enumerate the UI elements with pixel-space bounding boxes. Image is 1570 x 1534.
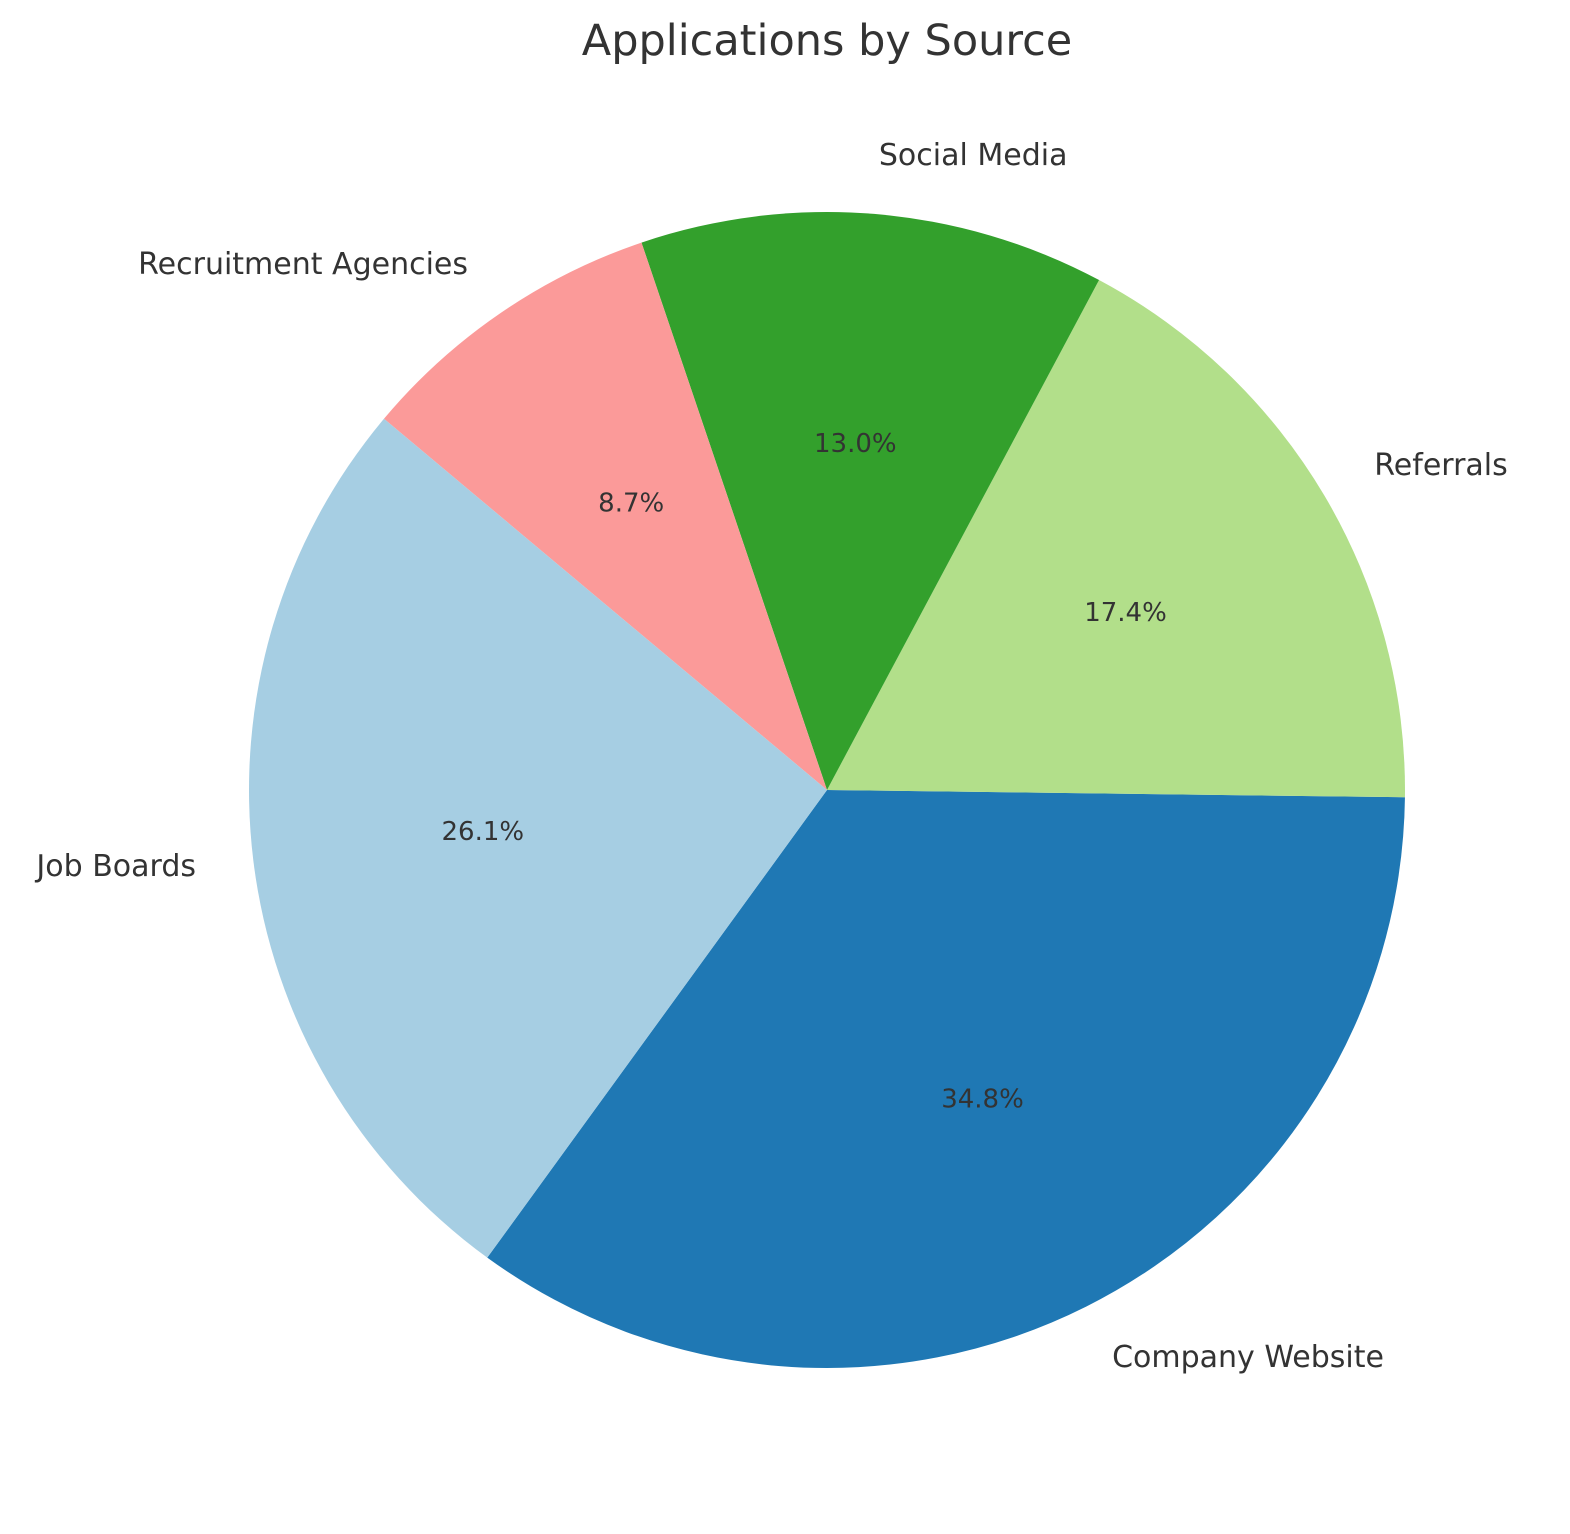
slice-labels: Company Website Referrals Social Media Recr… — [34, 138, 1507, 1375]
pie-slice-job-boards — [249, 418, 828, 1258]
chart-title: Applications by Source — [582, 16, 1072, 66]
slice-label-job-boards: Job Boards — [34, 849, 196, 884]
pie-slice-social-media — [641, 212, 1100, 790]
pie-slice-referrals — [827, 280, 1405, 798]
percent-label-referrals: 17.4% — [1084, 598, 1167, 628]
percent-label-social-media: 13.0% — [814, 429, 897, 459]
slice-label-social-media: Social Media — [879, 138, 1068, 173]
percent-label-job-boards: 26.1% — [441, 817, 524, 847]
slice-label-company-website: Company Website — [1112, 1340, 1384, 1375]
slice-label-referrals: Referrals — [1374, 448, 1507, 483]
pie-slice-company-website — [487, 790, 1405, 1368]
percent-label-recruitment-agencies: 8.7% — [598, 488, 664, 518]
percent-label-company-website: 34.8% — [941, 1085, 1024, 1115]
slice-label-recruitment-agencies: Recruitment Agencies — [138, 247, 468, 282]
percent-labels: 34.8% 17.4% 13.0% 8.7% 26.1% — [441, 429, 1166, 1115]
pie-slice-recruitment-agencies — [383, 242, 827, 790]
pie-slices — [249, 212, 1405, 1368]
